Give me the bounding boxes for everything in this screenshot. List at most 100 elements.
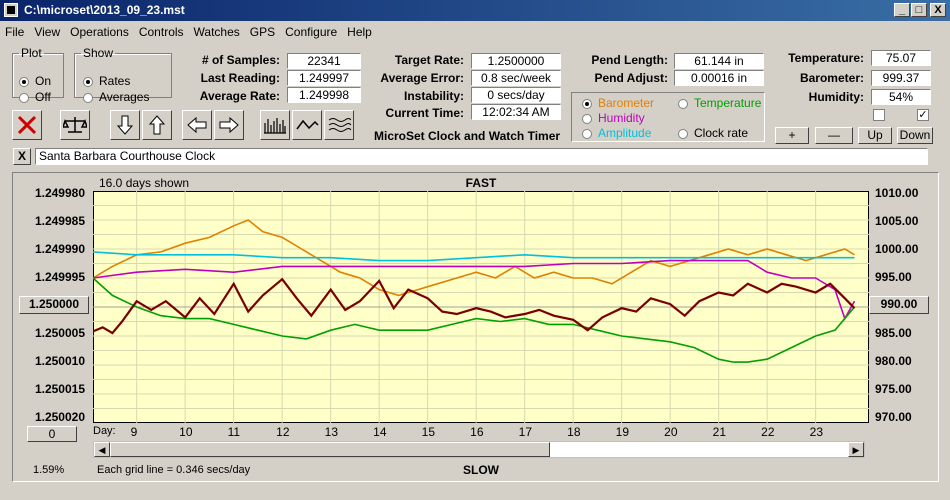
x-tick-label: 11 <box>227 425 241 439</box>
temperature-radio[interactable]: Temperature <box>678 96 761 110</box>
x-tick-label: 17 <box>518 425 532 439</box>
scrollbar-track[interactable] <box>550 442 848 457</box>
move-up-button[interactable] <box>142 110 172 140</box>
radio-icon <box>582 128 592 139</box>
instability-label: Instability: <box>403 89 464 103</box>
series-temperature <box>93 277 856 363</box>
menu-operations[interactable]: Operations <box>70 25 129 39</box>
x-tick-label: 13 <box>324 425 338 439</box>
current-time-value: 12:02:34 AM <box>471 104 561 120</box>
day-axis-label: Day: <box>93 425 116 437</box>
move-right-button[interactable] <box>214 110 244 140</box>
app-icon <box>4 3 18 17</box>
left-center-button[interactable]: 1.250000 <box>19 296 89 314</box>
show-group: Show Rates Averages <box>74 46 172 104</box>
scroll-up-button[interactable]: Up <box>858 127 892 144</box>
series-amplitude <box>93 251 855 262</box>
scrollbar-thumb[interactable] <box>110 442 550 457</box>
show-legend: Show <box>83 46 114 60</box>
clock-rate-radio[interactable]: Clock rate <box>678 126 748 140</box>
checkbox-2[interactable]: ✓ <box>917 109 929 121</box>
scroll-left-arrow-icon[interactable]: ◀ <box>94 442 110 457</box>
radio-icon <box>678 98 688 109</box>
show-rates-radio[interactable]: Rates <box>83 74 130 88</box>
zoom-out-button[interactable]: — <box>815 127 853 144</box>
x-tick-label: 14 <box>373 425 387 439</box>
balance-button[interactable] <box>60 110 90 140</box>
right-tick-label: 1000.00 <box>875 242 919 256</box>
right-tick-label: 985.00 <box>875 326 912 340</box>
plot-off-radio[interactable]: Off <box>19 90 51 104</box>
series-clock-rate <box>93 277 856 335</box>
close-watch-button[interactable]: X <box>13 148 31 165</box>
x-tick-label: 22 <box>761 425 775 439</box>
menu-controls[interactable]: Controls <box>138 25 184 39</box>
humidity-radio[interactable]: Humidity <box>582 111 645 125</box>
menu-watches[interactable]: Watches <box>193 25 240 39</box>
x-tick-label: 9 <box>130 425 138 439</box>
barometer-radio[interactable]: Barometer <box>582 96 654 110</box>
bar-view-button[interactable] <box>260 110 290 140</box>
target-rate-field[interactable]: 1.2500000 <box>471 53 561 69</box>
arrow-left-icon <box>187 116 207 134</box>
minimize-button[interactable]: _ <box>894 3 910 17</box>
scroll-right-arrow-icon[interactable]: ▶ <box>848 442 864 457</box>
zoom-in-button[interactable]: + <box>775 127 809 144</box>
line-view-button[interactable] <box>292 110 322 140</box>
pend-length-label: Pend Length: <box>591 53 668 67</box>
move-down-button[interactable] <box>110 110 140 140</box>
multi-line-view-button[interactable] <box>324 110 354 140</box>
left-tick-label: 1.250005 <box>34 326 85 340</box>
average-error-value: 0.8 sec/week <box>471 70 561 86</box>
menu-help[interactable]: Help <box>347 25 372 39</box>
menu-gps[interactable]: GPS <box>249 25 276 39</box>
watch-name-field[interactable]: Santa Barbara Courthouse Clock <box>35 148 928 165</box>
amplitude-radio[interactable]: Amplitude <box>582 126 651 140</box>
clear-x-icon <box>17 115 37 135</box>
plot-area <box>93 191 869 423</box>
radio-selected-icon <box>83 76 93 87</box>
last-reading-label: Last Reading: <box>200 71 280 85</box>
pend-length-field[interactable]: 61.144 in <box>674 53 764 69</box>
x-tick-label: 20 <box>664 425 678 439</box>
days-shown-label: 16.0 days shown <box>99 176 190 190</box>
temperature-value: 75.07 <box>871 50 931 66</box>
window-title: C:\microset\2013_09_23.mst <box>24 3 185 17</box>
left-tick-label: 1.249985 <box>34 214 85 228</box>
checkmark-icon: ✓ <box>918 109 928 121</box>
menu-view[interactable]: View <box>34 25 61 39</box>
right-center-button[interactable]: 990.00 <box>869 296 929 314</box>
percent-label: 1.59% <box>33 464 65 476</box>
balance-scale-icon <box>63 117 87 133</box>
checkbox-1[interactable] <box>873 109 885 121</box>
show-averages-radio[interactable]: Averages <box>83 90 149 104</box>
left-tick-label: 1.249980 <box>34 186 85 200</box>
barometer-value: 999.37 <box>871 70 931 86</box>
horizontal-scrollbar[interactable]: ◀ ▶ <box>93 441 865 458</box>
chart-panel: 16.0 days shown FAST SLOW 1.59% Each gri… <box>12 172 939 482</box>
left-offset-button[interactable]: 0 <box>27 426 77 442</box>
scroll-down-button[interactable]: Down <box>897 127 933 144</box>
plot-on-radio[interactable]: On <box>19 74 51 88</box>
right-tick-label: 970.00 <box>875 410 912 424</box>
menu-configure[interactable]: Configure <box>285 25 338 39</box>
plot-group: Plot On Off <box>12 46 64 104</box>
right-tick-label: 980.00 <box>875 354 912 368</box>
x-tick-label: 23 <box>809 425 823 439</box>
radio-selected-icon <box>19 76 29 87</box>
pend-adjust-value: 0.00016 in <box>674 70 764 86</box>
maximize-button[interactable]: □ <box>911 3 927 17</box>
temperature-label: Temperature: <box>788 51 864 65</box>
wave-icon <box>296 119 319 130</box>
instability-value: 0 secs/day <box>471 87 561 103</box>
radio-icon <box>678 128 688 139</box>
left-tick-label: 1.250015 <box>34 382 85 396</box>
close-button[interactable]: X <box>930 3 946 17</box>
menu-file[interactable]: File <box>5 25 25 39</box>
last-reading-value: 1.249997 <box>287 70 361 86</box>
move-left-button[interactable] <box>182 110 212 140</box>
clear-button[interactable] <box>12 110 42 140</box>
right-tick-label: 995.00 <box>875 270 912 284</box>
left-tick-label: 1.249995 <box>34 270 85 284</box>
multi-wave-icon <box>328 118 351 132</box>
